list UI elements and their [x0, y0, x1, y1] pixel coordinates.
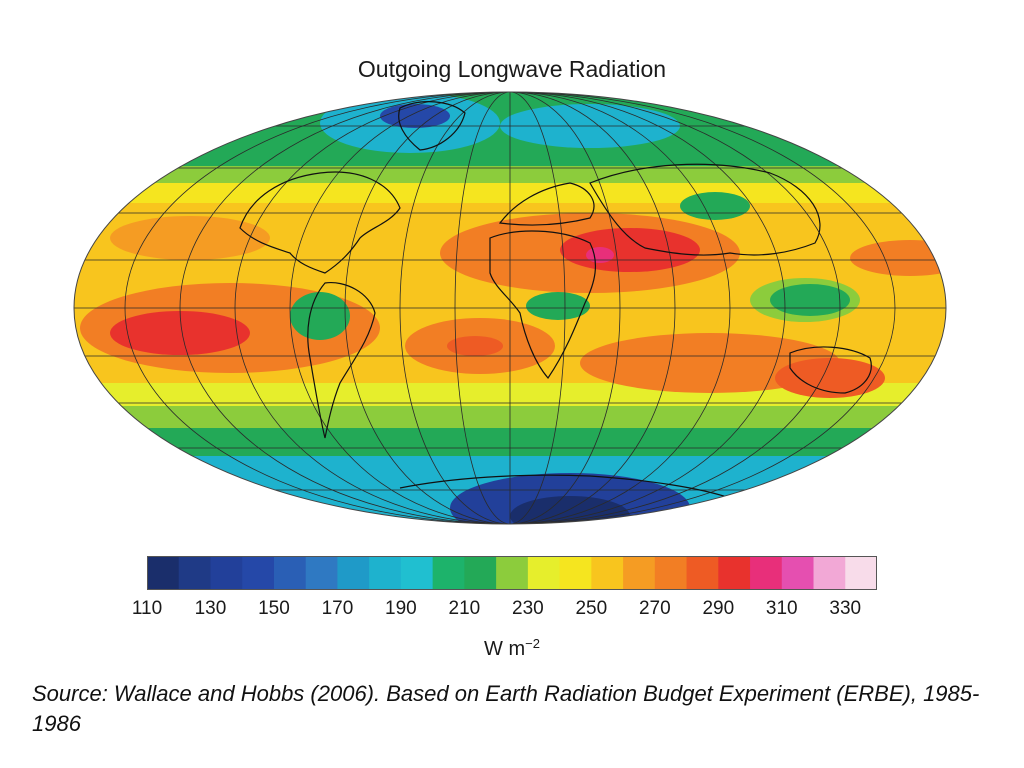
coast-greenland [398, 101, 466, 151]
units-exponent: −2 [525, 636, 540, 651]
colorbar-bin-310 [781, 556, 815, 590]
tick-label-170: 170 [321, 598, 354, 619]
blob-amazon [290, 292, 350, 340]
colorbar-bin-280 [686, 556, 719, 590]
olr-field [74, 92, 946, 524]
colorbar-bin-230 [527, 556, 561, 590]
tick-label-270: 270 [638, 598, 671, 619]
tick-label-250: 250 [575, 598, 608, 619]
colorbar-tick-labels: 110 130 150 170 190 210 230 250 270 290 310 330 [0, 598, 1024, 622]
colorbar-bin-110 [147, 556, 180, 590]
colorbar-bin-260 [623, 556, 656, 590]
colorbar-bin-120 [178, 556, 211, 590]
coast-asia [589, 163, 821, 256]
colorbar-bin-130 [210, 556, 243, 590]
colorbar-bin-210 [464, 556, 497, 590]
colorbar-bin-330 [845, 556, 877, 590]
blob-arabia-core [586, 247, 614, 263]
tick-label-150: 150 [258, 598, 290, 619]
colorbar-bin-180 [369, 556, 402, 590]
graticule [74, 92, 946, 524]
blob-east-pacific-red [110, 311, 250, 355]
coast-north-america [239, 171, 401, 274]
tick-label-210: 210 [448, 598, 481, 619]
tick-label-190: 190 [385, 598, 417, 619]
tick-label-310: 310 [765, 598, 798, 619]
blob-congo [526, 292, 590, 320]
coast-south-america [307, 281, 376, 439]
colorbar-bin-140 [242, 556, 275, 590]
colorbar-outline [147, 556, 877, 590]
colorbar-bin-160 [305, 556, 338, 590]
colorbar-bin-150 [273, 556, 307, 590]
blob-sahara-red [560, 228, 700, 272]
coast-europe [498, 182, 595, 226]
colorbar-bin-220 [496, 556, 529, 590]
coastlines [239, 101, 872, 499]
tick-label-110: 110 [131, 598, 163, 619]
blob-maritime-core [770, 284, 850, 316]
blob-south-atlantic-core [447, 336, 503, 356]
colorbar-bin-240 [559, 556, 592, 590]
colorbar-bin-270 [654, 556, 688, 590]
colorbar-bin-320 [813, 556, 846, 590]
blob-tibet [680, 192, 750, 220]
tick-label-330: 330 [829, 598, 862, 619]
units-base: W m [484, 638, 526, 660]
coast-antarctica [399, 474, 731, 499]
colorbar-bin-300 [750, 556, 783, 590]
colorbar-bin-170 [337, 556, 370, 590]
tick-label-230: 230 [512, 598, 544, 619]
colorbar-bin-250 [591, 556, 624, 590]
page-title: Outgoing Longwave Radiation [357, 56, 667, 82]
world-map-olr [73, 91, 947, 525]
globe-outline [73, 91, 947, 525]
blob-north-pacific [110, 216, 270, 260]
units-label: W m−2 [0, 636, 1024, 661]
coast-africa [489, 230, 596, 379]
tick-label-130: 130 [194, 598, 227, 619]
tick-label-290: 290 [702, 598, 735, 619]
colorbar-bin-290 [718, 556, 751, 590]
colorbar [147, 556, 877, 590]
colorbar-bin-200 [432, 556, 465, 590]
coast-australia [789, 346, 872, 394]
colorbar-bin-190 [400, 556, 434, 590]
source-caption: Source: Wallace and Hobbs (2006). Based … [32, 681, 980, 736]
blob-greenland-core [380, 104, 450, 128]
